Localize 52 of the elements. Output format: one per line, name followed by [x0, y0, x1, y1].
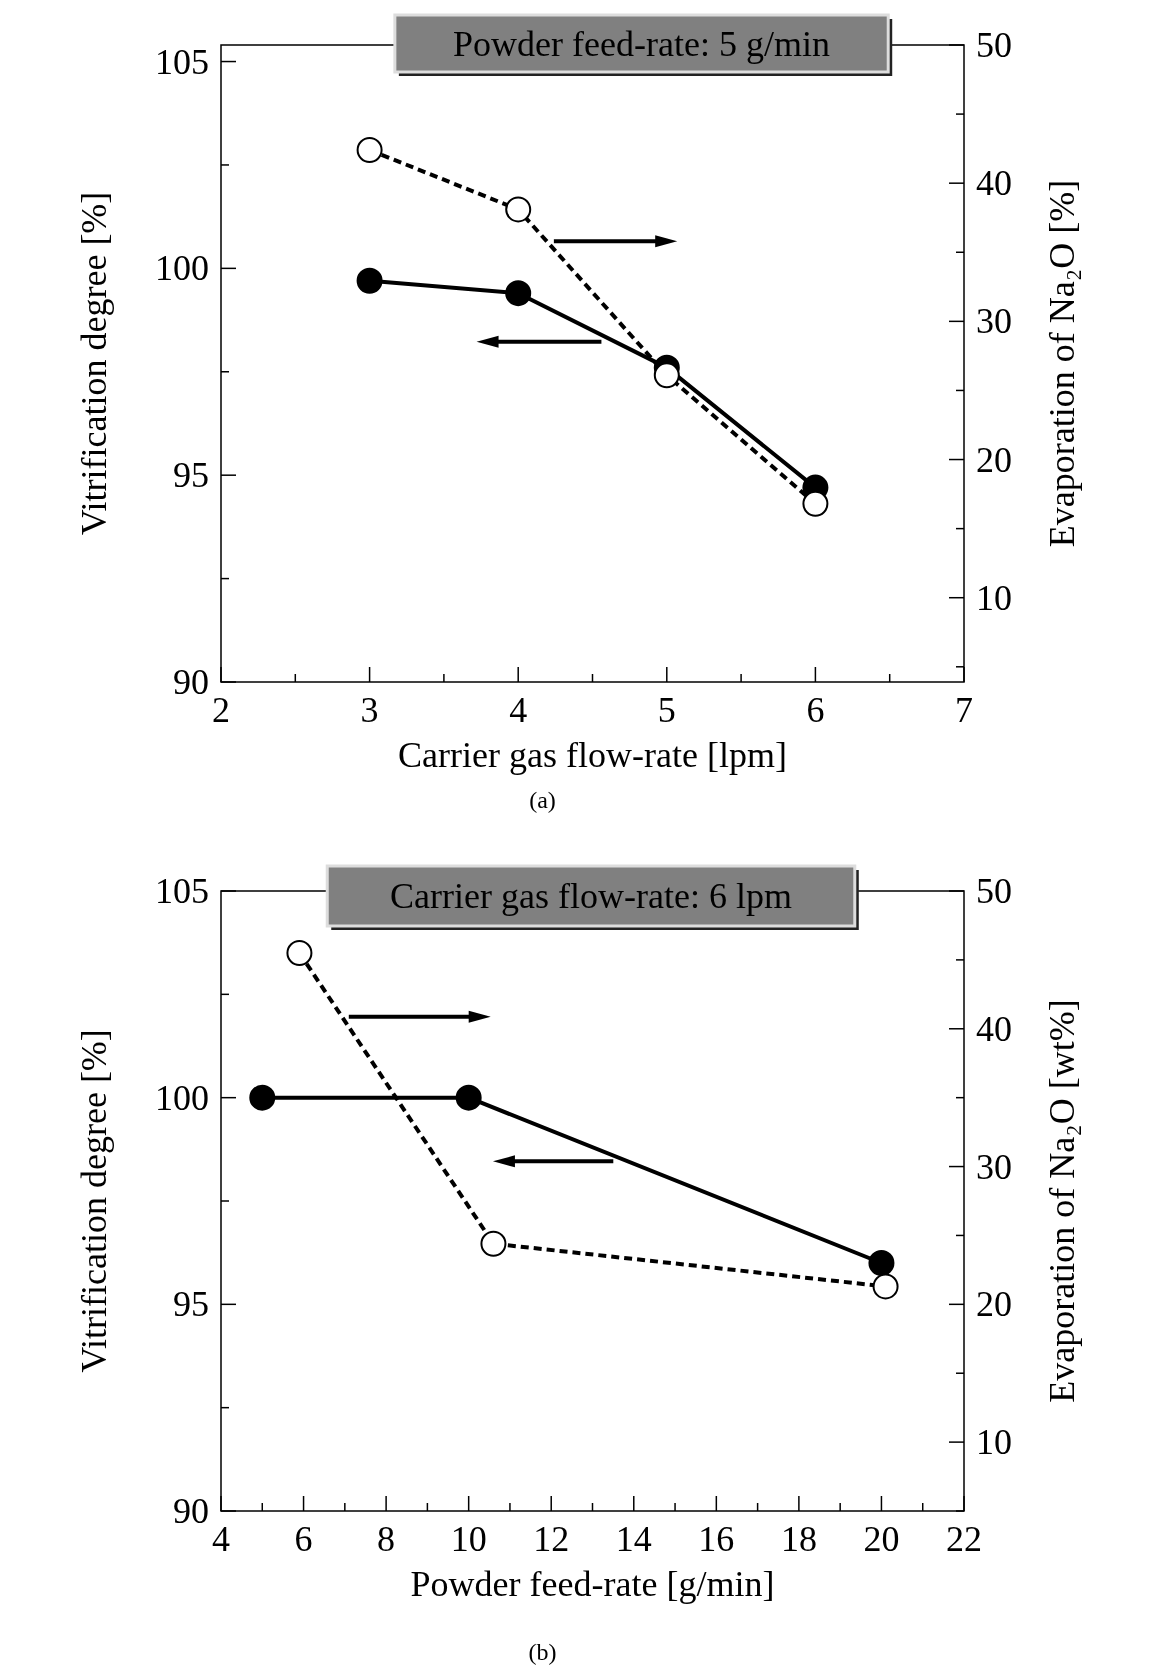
annotation: Powder feed-rate: 5 g/min	[453, 23, 830, 64]
y2-tick-label: 40	[976, 163, 1012, 204]
y-tick-label: 95	[173, 455, 209, 496]
x-tick-label: 6	[294, 1519, 313, 1559]
x-tick-label: 4	[212, 1519, 230, 1559]
y2-tick-label: 10	[976, 577, 1012, 618]
y-tick-label: 90	[173, 662, 209, 702]
y2-tick-label: 50	[976, 25, 1012, 65]
x-tick-label: 8	[377, 1519, 396, 1559]
y-tick-label: 105	[155, 41, 209, 82]
y2-axis-title: Evaporation of Na₂O [wt%]	[1042, 999, 1082, 1403]
x-tick-label: 22	[946, 1519, 982, 1559]
y-axis-title: Vitrification degree [%]	[74, 191, 114, 536]
point	[653, 362, 680, 389]
point	[802, 490, 829, 517]
point	[286, 940, 313, 966]
x-tick-label: 4	[509, 690, 528, 730]
x-tick-label: 3	[360, 690, 379, 730]
annotation: Carrier gas flow-rate: 6 lpm	[390, 876, 792, 916]
x-tick-label: 14	[615, 1519, 652, 1559]
y2-tick-label: 40	[976, 1008, 1012, 1049]
x-tick-label: 5	[657, 690, 676, 730]
y-tick-label: 105	[155, 871, 209, 911]
y2-tick-label: 10	[976, 1422, 1012, 1463]
y2-axis-title: Evaporation of Na₂O [%]	[1042, 179, 1082, 548]
point	[505, 280, 532, 307]
x-tick-label: 20	[863, 1519, 900, 1559]
x-axis-title: Carrier gas flow-rate [lpm]	[398, 735, 787, 775]
y2-tick-label: 30	[976, 301, 1012, 342]
point	[480, 1230, 507, 1257]
x-tick-label: 2	[212, 690, 230, 730]
point	[505, 196, 532, 223]
x-tick-label: 10	[450, 1519, 487, 1559]
point	[356, 137, 383, 164]
text: (b)	[528, 1639, 557, 1665]
y2-tick-label: 20	[976, 1284, 1012, 1325]
x-tick-label: 7	[955, 690, 973, 730]
point	[356, 267, 383, 294]
y-tick-label: 90	[173, 1491, 209, 1531]
x-tick-label: 6	[806, 690, 825, 730]
y-tick-label: 100	[155, 1077, 209, 1118]
x-tick-label: 12	[533, 1519, 570, 1559]
y-axis-title: Vitrification degree [%]	[74, 1029, 114, 1373]
text: (a)	[529, 787, 556, 813]
x-axis-title: Powder feed-rate [g/min]	[410, 1564, 775, 1604]
y2-tick-label: 20	[976, 439, 1012, 480]
y-tick-label: 95	[173, 1284, 209, 1325]
y-tick-label: 100	[155, 248, 209, 289]
y2-tick-label: 50	[976, 871, 1012, 911]
y2-tick-label: 30	[976, 1146, 1012, 1187]
x-tick-label: 18	[780, 1519, 817, 1559]
x-tick-label: 16	[698, 1519, 735, 1559]
